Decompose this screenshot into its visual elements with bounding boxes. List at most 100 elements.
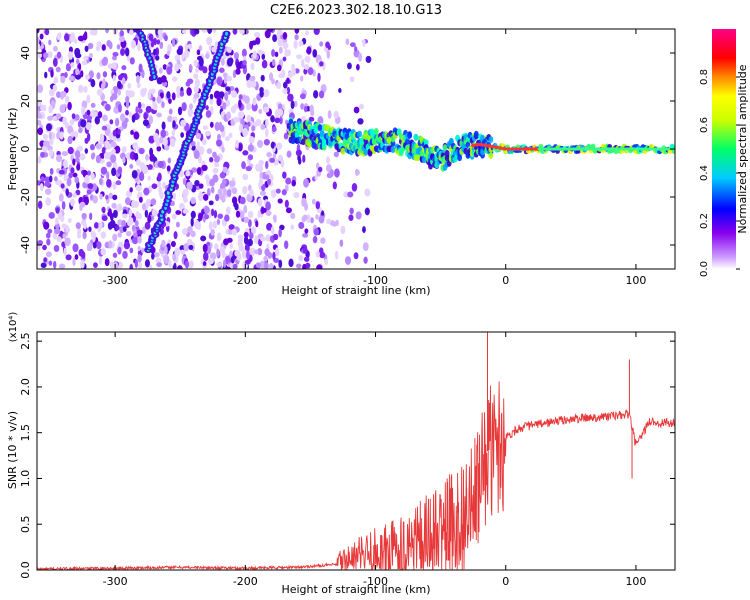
noise-speckle [221,196,226,203]
noise-speckle [274,247,280,257]
snr-y-axis-label: SNR (10 * v/v) [6,411,19,489]
noise-speckle [129,163,134,169]
noise-speckle [278,46,283,54]
noise-speckle [117,219,123,226]
noise-speckle [209,156,214,163]
noise-speckle [92,241,97,249]
noise-speckle [53,76,59,84]
noise-speckle [47,51,53,59]
noise-speckle [93,222,99,229]
noise-speckle [243,231,249,238]
noise-speckle [112,252,118,258]
noise-speckle [37,43,41,51]
noise-speckle [132,142,138,150]
noise-speckle [78,248,84,257]
noise-speckle [131,170,138,179]
noise-speckle [152,102,158,111]
noise-speckle [74,254,79,260]
noise-speckle [39,33,44,40]
noise-speckle [147,175,151,182]
noise-speckle [157,181,162,188]
noise-speckle [265,201,271,211]
noise-speckle [290,100,295,110]
noise-speckle [183,242,190,252]
noise-speckle [272,34,278,43]
noise-speckle [295,149,302,157]
noise-speckle [123,241,131,250]
noise-speckle [105,194,109,200]
noise-speckle [137,254,142,263]
noise-speckle [230,255,235,264]
noise-speckle [238,123,244,133]
noise-speckle [249,247,256,256]
noise-speckle [316,264,323,269]
noise-speckle [226,46,232,53]
noise-speckle [37,127,43,136]
noise-speckle [137,235,142,244]
noise-speckle [74,150,81,159]
noise-speckle [86,115,93,121]
y-tick-label: -40 [19,236,32,254]
signal-band-cell [405,138,410,145]
noise-speckle [75,189,81,196]
noise-speckle [130,130,134,136]
noise-speckle [251,125,256,132]
noise-speckle [276,64,282,72]
noise-speckle [286,77,290,84]
noise-speckle [198,183,204,189]
noise-speckle [138,196,143,203]
noise-speckle [108,240,113,249]
noise-speckle [112,209,118,219]
noise-speckle [94,116,100,125]
noise-speckle [100,231,107,239]
noise-speckle [109,261,115,269]
noise-speckle [224,136,230,142]
noise-speckle [86,170,92,176]
signal-band-cell [413,133,419,141]
noise-speckle [212,29,217,33]
figure-title: C2E6.2023.302.18.10.G13 [270,3,442,18]
noise-speckle [141,203,147,211]
noise-speckle [201,29,208,33]
noise-speckle [259,171,263,181]
x-tick-label: -300 [103,575,128,588]
noise-speckle [188,260,194,269]
noise-speckle [46,238,51,246]
noise-speckle [294,34,299,41]
heatmap-x-ticks: -300 -200 -100 0 100 [103,29,646,287]
noise-speckle [266,29,274,33]
noise-speckle [43,221,50,230]
noise-speckle [37,240,44,246]
noise-speckle [325,41,330,49]
noise-speckle [193,92,200,99]
signal-peak-cell [506,147,511,151]
noise-speckle [252,50,257,60]
noise-speckle [161,239,166,248]
noise-speckle [238,244,245,252]
signal-peak-cell [533,147,538,151]
noise-speckle [44,176,51,183]
noise-speckle [248,136,255,144]
noise-speckle [185,81,191,87]
noise-speckle [259,236,267,242]
noise-speckle [72,172,78,178]
noise-speckle [104,258,110,267]
noise-speckle [315,201,321,210]
noise-speckle [297,157,302,165]
noise-speckle [159,41,164,50]
noise-speckle [168,98,172,104]
noise-speckle [299,93,306,100]
secondary-trace-core [153,75,156,79]
noise-speckle [136,229,143,235]
noise-speckle [133,152,138,160]
noise-speckle [48,39,52,46]
noise-speckle [295,263,302,269]
noise-speckle [117,203,123,212]
noise-speckle [141,103,146,109]
noise-speckle [269,72,274,81]
noise-speckle [106,171,110,181]
x-tick-label: -100 [363,274,388,287]
noise-speckle [263,255,268,262]
noise-speckle [87,242,93,252]
